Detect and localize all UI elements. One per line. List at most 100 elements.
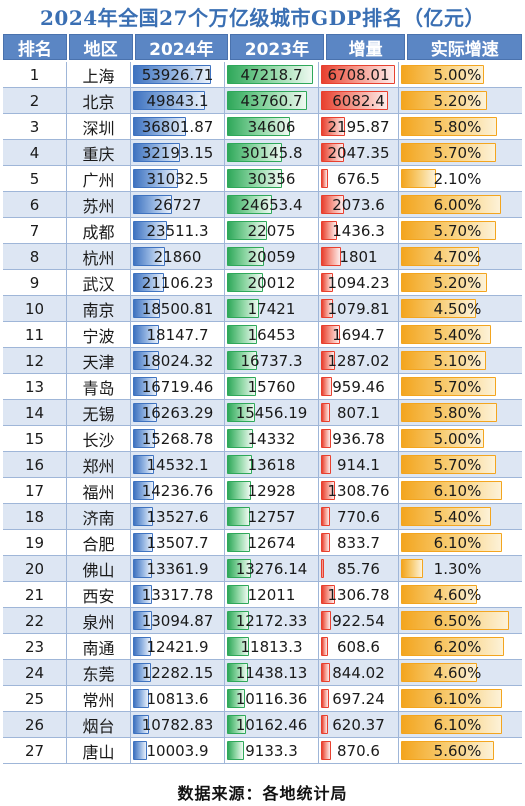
gdp-2023-cell-value: 17421: [247, 299, 296, 318]
increase-cell-bar: [321, 65, 395, 84]
gdp-2023-cell: 12172.33: [225, 608, 319, 633]
gdp-2024-cell-value: 13361.9: [146, 559, 209, 578]
growth-cell-bar: [401, 299, 476, 318]
gdp-2024-cell-bar: [133, 65, 211, 84]
growth-cell-value: 4.50%: [433, 299, 482, 318]
gdp-2023-cell: 20012: [225, 270, 319, 295]
gdp-2023-cell-bar: [227, 351, 257, 370]
table-row: 18 济南 13527.6 12757 770.6 5.40%: [3, 504, 522, 530]
gdp-2024-cell: 12282.15: [131, 660, 225, 685]
gdp-2024-cell-bar: [133, 689, 149, 708]
city-cell-value: 杭州: [82, 248, 115, 268]
increase-cell: 1094.23: [319, 270, 399, 295]
growth-cell-bar: [401, 715, 502, 734]
rank-cell: 6: [3, 192, 67, 217]
table-row: 9 武汉 21106.23 20012 1094.23 5.20%: [3, 270, 522, 296]
growth-cell-value: 5.80%: [433, 117, 482, 136]
growth-cell-value: 6.10%: [433, 533, 482, 552]
growth-cell-bar: [401, 429, 484, 448]
increase-cell: 833.7: [319, 530, 399, 555]
table-row: 23 南通 12421.9 11813.3 608.6 6.20%: [3, 634, 522, 660]
increase-cell-value: 844.02: [332, 663, 385, 682]
increase-cell-bar: [321, 637, 328, 656]
gdp-2023-cell: 13618: [225, 452, 319, 477]
gdp-2023-cell-bar: [227, 247, 264, 266]
gdp-2024-cell-value: 18500.81: [141, 299, 214, 318]
gdp-2024-cell-bar: [133, 481, 154, 500]
city-cell: 合肥: [67, 530, 131, 555]
city-cell: 长沙: [67, 426, 131, 451]
gdp-2023-cell-value: 22075: [247, 221, 296, 240]
gdp-2024-cell-bar: [133, 299, 160, 318]
growth-cell-value: 6.10%: [433, 715, 482, 734]
city-cell: 福州: [67, 478, 131, 503]
gdp-2023-cell-bar: [227, 91, 307, 110]
increase-cell-value: 6082.4: [332, 91, 385, 110]
gdp-2024-cell-bar: [133, 429, 155, 448]
gdp-2023-cell-value: 20059: [247, 247, 296, 266]
gdp-2023-cell-value: 47218.7: [240, 65, 303, 84]
growth-cell-bar: [401, 65, 484, 84]
city-cell: 重庆: [67, 140, 131, 165]
gdp-2023-cell: 12011: [225, 582, 319, 607]
table-row: 6 苏州 26727 24653.4 2073.6 6.00%: [3, 192, 522, 218]
increase-cell-bar: [321, 741, 331, 760]
table-row: 14 无锡 16263.29 15456.19 807.1 5.80%: [3, 400, 522, 426]
city-cell-value: 上海: [82, 66, 115, 86]
rank-cell: 11: [3, 322, 67, 347]
gdp-2023-cell-value: 13618: [247, 455, 296, 474]
growth-cell: 5.70%: [399, 218, 516, 243]
growth-cell: 5.40%: [399, 504, 516, 529]
rank-cell-value: 10: [24, 299, 45, 318]
gdp-2024-cell-bar: [133, 351, 159, 370]
growth-cell-bar: [401, 273, 487, 292]
increase-cell: 914.1: [319, 452, 399, 477]
gdp-2024-cell-value: 49843.1: [146, 91, 209, 110]
rank-cell-value: 11: [24, 325, 45, 344]
city-cell: 北京: [67, 88, 131, 113]
gdp-2023-cell-value: 11813.3: [240, 637, 303, 656]
table-row: 21 西安 13317.78 12011 1306.78 4.60%: [3, 582, 522, 608]
increase-cell-value: 959.46: [332, 377, 385, 396]
gdp-2023-cell-value: 30356: [247, 169, 296, 188]
growth-cell: 5.80%: [399, 400, 516, 425]
rank-cell: 19: [3, 530, 67, 555]
header-2024: 2024年: [134, 34, 229, 60]
city-cell: 常州: [67, 686, 131, 711]
growth-cell: 6.00%: [399, 192, 516, 217]
growth-cell-bar: [401, 247, 479, 266]
rank-cell: 26: [3, 712, 67, 737]
rank-cell-value: 5: [29, 169, 40, 188]
increase-cell-bar: [321, 663, 330, 682]
growth-cell-value: 5.60%: [433, 741, 482, 760]
city-cell: 佛山: [67, 556, 131, 581]
city-cell-value: 广州: [82, 170, 115, 190]
gdp-2023-cell-value: 15456.19: [235, 403, 308, 422]
gdp-2024-cell-bar: [133, 221, 167, 240]
gdp-2023-cell-bar: [227, 559, 251, 578]
increase-cell-value: 1436.3: [332, 221, 385, 240]
rank-cell: 2: [3, 88, 67, 113]
rank-cell-value: 4: [29, 143, 40, 162]
gdp-2024-cell-bar: [133, 741, 147, 760]
table-row: 20 佛山 13361.9 13276.14 85.76 1.30%: [3, 556, 522, 582]
city-cell: 烟台: [67, 712, 131, 737]
rank-cell: 25: [3, 686, 67, 711]
gdp-2023-cell-value: 12674: [247, 533, 296, 552]
growth-cell-bar: [401, 611, 509, 630]
rank-cell-value: 9: [29, 273, 40, 292]
gdp-2024-cell: 32193.15: [131, 140, 225, 165]
growth-cell-value: 6.10%: [433, 481, 482, 500]
increase-cell-bar: [321, 559, 324, 578]
gdp-2023-cell: 10162.46: [225, 712, 319, 737]
gdp-2024-cell-value: 21860: [153, 247, 202, 266]
table-row: 4 重庆 32193.15 30145.8 2047.35 5.70%: [3, 140, 522, 166]
growth-cell-value: 6.20%: [433, 637, 482, 656]
gdp-2023-cell-value: 13276.14: [235, 559, 308, 578]
gdp-2024-cell: 16719.46: [131, 374, 225, 399]
growth-cell: 6.10%: [399, 712, 516, 737]
increase-cell: 1079.81: [319, 296, 399, 321]
increase-cell-value: 936.78: [332, 429, 385, 448]
growth-cell-value: 5.00%: [433, 65, 482, 84]
gdp-2023-cell-value: 24653.4: [240, 195, 303, 214]
